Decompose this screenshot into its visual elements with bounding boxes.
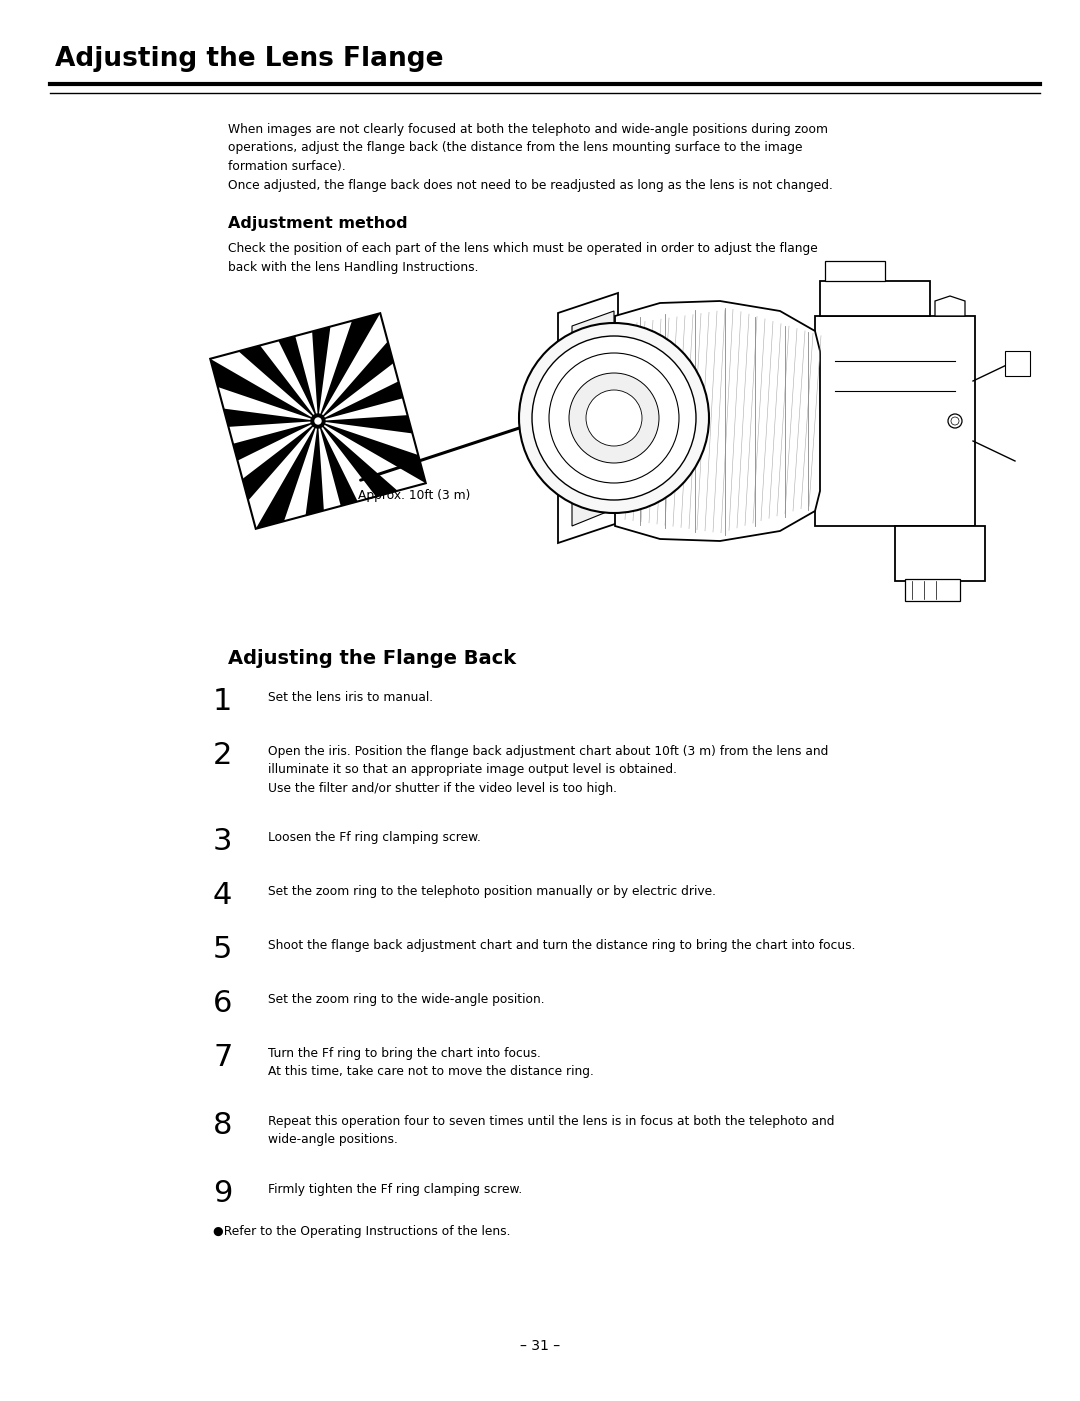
Text: ●Refer to the Operating Instructions of the lens.: ●Refer to the Operating Instructions of … bbox=[213, 1224, 511, 1238]
Bar bbox=[905, 579, 960, 601]
Polygon shape bbox=[318, 363, 446, 420]
Text: Adjusting the Flange Back: Adjusting the Flange Back bbox=[228, 649, 516, 668]
Polygon shape bbox=[318, 322, 422, 420]
Polygon shape bbox=[193, 354, 318, 420]
Text: 3: 3 bbox=[213, 827, 232, 856]
Text: Set the zoom ring to the wide-angle position.: Set the zoom ring to the wide-angle posi… bbox=[268, 993, 544, 1006]
Text: Set the lens iris to manual.: Set the lens iris to manual. bbox=[268, 691, 433, 703]
Bar bbox=[825, 261, 885, 282]
Text: 8: 8 bbox=[213, 1111, 232, 1140]
Circle shape bbox=[519, 324, 708, 513]
Text: 7: 7 bbox=[213, 1042, 232, 1072]
Polygon shape bbox=[211, 314, 426, 528]
Text: – 31 –: – 31 – bbox=[519, 1339, 561, 1353]
Bar bbox=[820, 282, 930, 317]
Polygon shape bbox=[615, 301, 820, 541]
Polygon shape bbox=[318, 412, 449, 439]
Polygon shape bbox=[190, 420, 318, 479]
Text: 5: 5 bbox=[213, 934, 232, 964]
Polygon shape bbox=[318, 420, 377, 549]
Polygon shape bbox=[318, 420, 417, 525]
Text: Set the zoom ring to the telephoto position manually or by electric drive.: Set the zoom ring to the telephoto posit… bbox=[268, 885, 716, 898]
Polygon shape bbox=[318, 296, 384, 420]
Polygon shape bbox=[213, 420, 318, 520]
Polygon shape bbox=[300, 420, 326, 553]
Circle shape bbox=[586, 389, 642, 446]
Circle shape bbox=[311, 415, 325, 427]
Circle shape bbox=[532, 336, 696, 500]
Polygon shape bbox=[259, 293, 318, 420]
Text: 1: 1 bbox=[213, 686, 232, 716]
Text: 2: 2 bbox=[213, 741, 232, 771]
Bar bbox=[895, 525, 985, 581]
Text: Firmly tighten the Ff ring clamping screw.: Firmly tighten the Ff ring clamping scre… bbox=[268, 1182, 523, 1196]
Text: Turn the Ff ring to bring the chart into focus.
At this time, take care not to m: Turn the Ff ring to bring the chart into… bbox=[268, 1047, 594, 1079]
Text: Check the position of each part of the lens which must be operated in order to a: Check the position of each part of the l… bbox=[228, 242, 818, 273]
Text: Repeat this operation four to seven times until the lens is in focus at both the: Repeat this operation four to seven time… bbox=[268, 1115, 835, 1146]
Text: 6: 6 bbox=[213, 989, 232, 1019]
Text: Open the iris. Position the flange back adjustment chart about 10ft (3 m) from t: Open the iris. Position the flange back … bbox=[268, 745, 828, 794]
Bar bbox=[1005, 352, 1030, 375]
Polygon shape bbox=[318, 420, 443, 488]
Text: 4: 4 bbox=[213, 881, 232, 911]
Circle shape bbox=[951, 417, 959, 425]
Text: Adjustment method: Adjustment method bbox=[228, 216, 407, 231]
Polygon shape bbox=[309, 289, 335, 420]
Circle shape bbox=[948, 415, 962, 427]
Polygon shape bbox=[558, 293, 618, 544]
Text: When images are not clearly focused at both the telephoto and wide-angle positio: When images are not clearly focused at b… bbox=[228, 123, 833, 192]
Circle shape bbox=[549, 353, 679, 483]
FancyBboxPatch shape bbox=[815, 317, 975, 525]
Text: Shoot the flange back adjustment chart and turn the distance ring to bring the c: Shoot the flange back adjustment chart a… bbox=[268, 939, 855, 953]
Text: Loosen the Ff ring clamping screw.: Loosen the Ff ring clamping screw. bbox=[268, 831, 481, 843]
Circle shape bbox=[315, 417, 321, 425]
Circle shape bbox=[569, 373, 659, 462]
Polygon shape bbox=[252, 420, 318, 546]
Polygon shape bbox=[219, 317, 318, 420]
Polygon shape bbox=[572, 311, 615, 525]
Text: Approx. 10ft (3 m): Approx. 10ft (3 m) bbox=[357, 489, 471, 502]
Polygon shape bbox=[935, 296, 966, 317]
Text: Adjusting the Lens Flange: Adjusting the Lens Flange bbox=[55, 46, 444, 71]
Polygon shape bbox=[186, 403, 318, 430]
Text: 9: 9 bbox=[213, 1180, 232, 1208]
